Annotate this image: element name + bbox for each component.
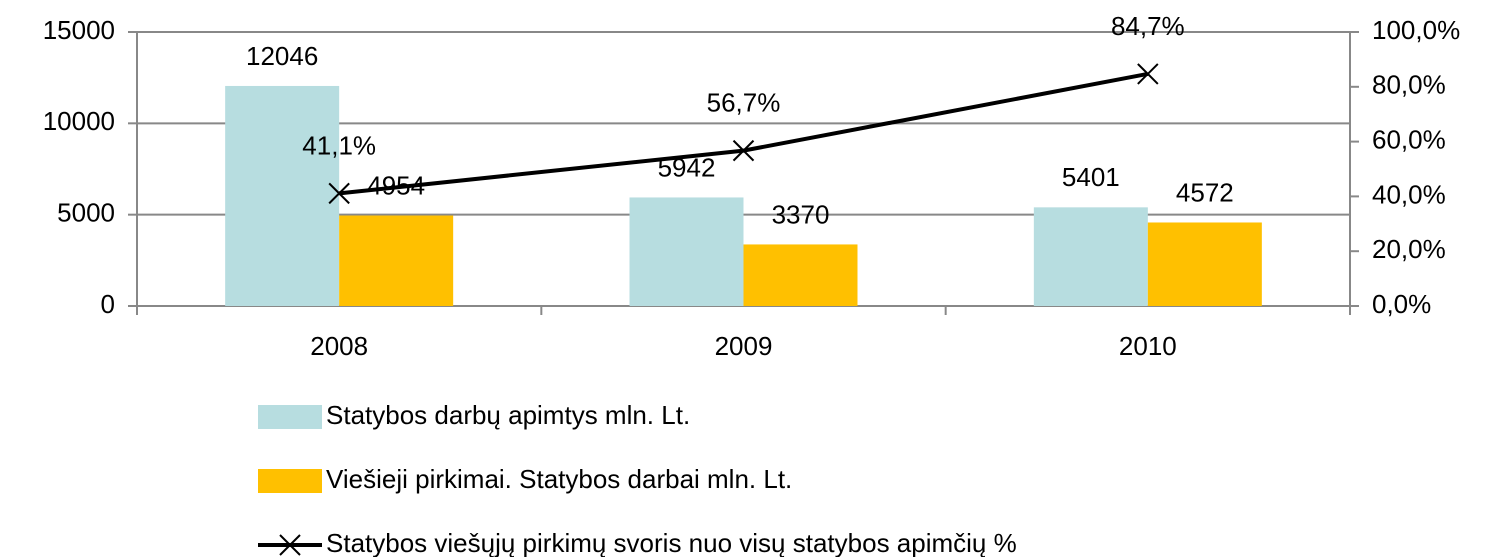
bar xyxy=(225,85,340,306)
y-tick-label: 10000 xyxy=(43,106,115,136)
y-tick-label: 5000 xyxy=(57,198,115,228)
y2-tick-label: 20,0% xyxy=(1372,234,1446,264)
bar xyxy=(743,244,858,306)
y-tick-label: 0 xyxy=(101,289,115,319)
legend-marker xyxy=(279,534,301,556)
line-marker xyxy=(732,139,755,162)
data-label: 12046 xyxy=(246,41,318,71)
y-tick-label: 15000 xyxy=(43,15,115,45)
line-marker xyxy=(1137,63,1159,85)
data-label: 41,1% xyxy=(302,130,376,160)
y2-tick-label: 40,0% xyxy=(1372,179,1446,209)
y2-tick-label: 80,0% xyxy=(1372,70,1446,100)
bar xyxy=(629,197,744,306)
y2-tick-label: 0,0% xyxy=(1372,289,1431,319)
bar xyxy=(339,215,454,306)
data-label: 4572 xyxy=(1176,177,1234,207)
legend-label: Statybos viešųjų pirkimų svoris nuo visų… xyxy=(326,528,1017,557)
legend-label: Viešieji pirkimai. Statybos darbai mln. … xyxy=(326,464,792,494)
y2-tick-label: 100,0% xyxy=(1372,15,1460,45)
bar xyxy=(1033,207,1148,306)
x-tick-label: 2008 xyxy=(310,331,368,361)
legend-swatch xyxy=(258,405,322,429)
y2-tick-label: 60,0% xyxy=(1372,124,1446,154)
legend-swatch xyxy=(258,469,322,493)
data-label: 56,7% xyxy=(707,88,781,118)
x-tick-label: 2009 xyxy=(715,331,773,361)
legend-label: Statybos darbų apimtys mln. Lt. xyxy=(326,400,690,430)
data-label: 84,7% xyxy=(1111,11,1185,41)
data-label: 5401 xyxy=(1062,162,1120,192)
line-marker xyxy=(328,182,350,205)
data-label: 3370 xyxy=(772,199,830,229)
x-tick-label: 2010 xyxy=(1119,331,1177,361)
bar xyxy=(1147,222,1262,306)
